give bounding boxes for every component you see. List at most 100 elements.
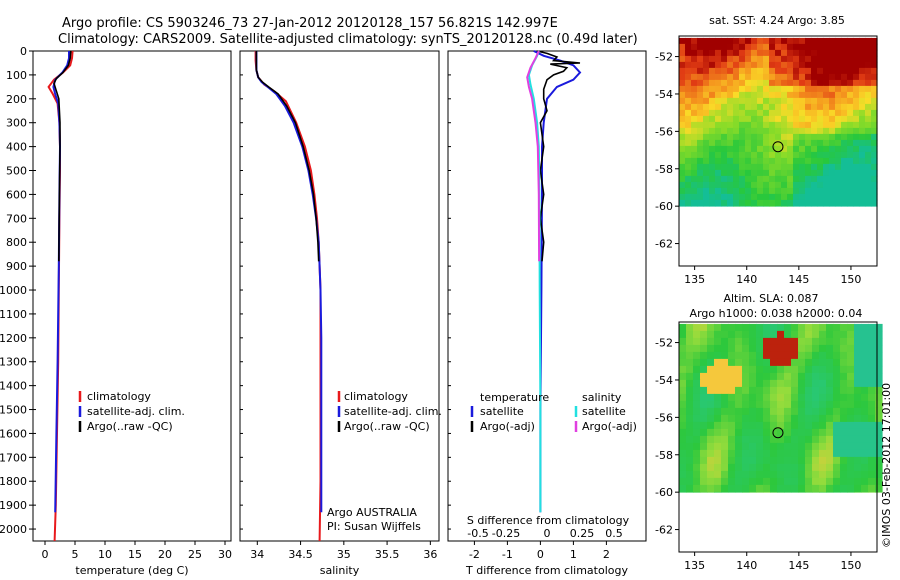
map-cell bbox=[823, 115, 830, 123]
map-cell bbox=[679, 358, 687, 367]
map-cell bbox=[777, 379, 785, 388]
map-cell bbox=[853, 193, 860, 201]
map-cell bbox=[835, 79, 842, 87]
map-cell bbox=[739, 55, 746, 63]
map-cell bbox=[841, 97, 848, 105]
map-cell bbox=[817, 115, 824, 123]
map-cell bbox=[745, 115, 752, 123]
map-cell bbox=[777, 337, 785, 346]
map-cell bbox=[805, 49, 812, 57]
map-cell bbox=[826, 393, 834, 402]
legend-item-argo: Argo(-adj) bbox=[480, 420, 535, 433]
map-cell bbox=[841, 109, 848, 117]
map-cell bbox=[854, 435, 862, 444]
map-cell bbox=[769, 43, 776, 51]
map-cell bbox=[798, 372, 806, 381]
map-cell bbox=[756, 323, 764, 332]
map-cell bbox=[781, 175, 788, 183]
map-cell bbox=[679, 67, 686, 75]
map-cell bbox=[742, 470, 750, 479]
map-cell bbox=[859, 67, 866, 75]
map-cell bbox=[727, 37, 734, 45]
map-cell bbox=[829, 205, 836, 207]
x-tick-label: 34.5 bbox=[288, 548, 313, 561]
map-cell bbox=[847, 169, 854, 177]
map-cell bbox=[693, 484, 701, 493]
map-cell bbox=[707, 456, 715, 465]
map-cell bbox=[859, 61, 866, 69]
map-cell bbox=[721, 97, 728, 105]
map-cell bbox=[679, 365, 687, 374]
map-cell bbox=[811, 199, 818, 207]
map-cell bbox=[799, 169, 806, 177]
map-cell bbox=[697, 73, 704, 81]
map-cell bbox=[854, 477, 862, 486]
x-tick-label: 10 bbox=[98, 548, 112, 561]
map-cell bbox=[865, 49, 872, 57]
map-cell bbox=[829, 97, 836, 105]
map-cell bbox=[805, 407, 813, 416]
map-cell bbox=[812, 477, 820, 486]
map-cell bbox=[715, 157, 722, 165]
map-cell bbox=[777, 351, 785, 360]
map-cell bbox=[861, 323, 869, 332]
map-cell bbox=[859, 103, 866, 111]
map-cell bbox=[793, 151, 800, 159]
map-cell bbox=[781, 181, 788, 189]
map-cell bbox=[763, 323, 771, 332]
map-cell bbox=[721, 187, 728, 195]
map-cell bbox=[840, 463, 848, 472]
map-cell bbox=[693, 323, 701, 332]
map-cell bbox=[859, 133, 866, 141]
map-cell bbox=[853, 49, 860, 57]
map-cell bbox=[868, 379, 876, 388]
map-cell bbox=[679, 115, 686, 123]
map-cell bbox=[739, 97, 746, 105]
map-cell bbox=[749, 358, 757, 367]
map-cell bbox=[859, 85, 866, 93]
map-cell bbox=[707, 414, 715, 423]
map-cell bbox=[757, 85, 764, 93]
map-cell bbox=[679, 43, 686, 51]
map-cell bbox=[799, 181, 806, 189]
map-cell bbox=[854, 456, 862, 465]
map-y-tick-label: -52 bbox=[655, 51, 673, 64]
map-cell bbox=[751, 115, 758, 123]
map-cell bbox=[799, 163, 806, 171]
map-cell bbox=[770, 379, 778, 388]
map-cell bbox=[777, 323, 785, 332]
legend-item-salinity_satellite: satellite bbox=[582, 405, 626, 418]
map-cell bbox=[826, 330, 834, 339]
map-cell bbox=[707, 428, 715, 437]
map-cell bbox=[799, 115, 806, 123]
map-cell bbox=[685, 91, 692, 99]
map-cell bbox=[714, 330, 722, 339]
map-cell bbox=[812, 372, 820, 381]
map-cell bbox=[679, 61, 686, 69]
map-cell bbox=[770, 372, 778, 381]
map-cell bbox=[763, 145, 770, 153]
map-cell bbox=[875, 463, 883, 472]
temperature-panel: 0100200300400500600700800900100011001200… bbox=[0, 45, 232, 577]
map-cell bbox=[703, 169, 710, 177]
map-cell bbox=[859, 157, 866, 165]
map-cell bbox=[847, 463, 855, 472]
map-cell bbox=[787, 91, 794, 99]
map-x-tick-label: 135 bbox=[684, 559, 705, 572]
map-cell bbox=[756, 484, 764, 493]
map-cell bbox=[739, 37, 746, 45]
map-cell bbox=[859, 193, 866, 201]
map-cell bbox=[791, 442, 799, 451]
map-cell bbox=[859, 187, 866, 195]
map-cell bbox=[798, 337, 806, 346]
map-cell bbox=[811, 175, 818, 183]
map-cell bbox=[854, 344, 862, 353]
map-cell bbox=[721, 344, 729, 353]
map-cell bbox=[861, 330, 869, 339]
map-cell bbox=[829, 163, 836, 171]
map-cell bbox=[875, 449, 883, 458]
map-cell bbox=[679, 421, 687, 430]
map-cell bbox=[811, 133, 818, 141]
map-cell bbox=[775, 85, 782, 93]
